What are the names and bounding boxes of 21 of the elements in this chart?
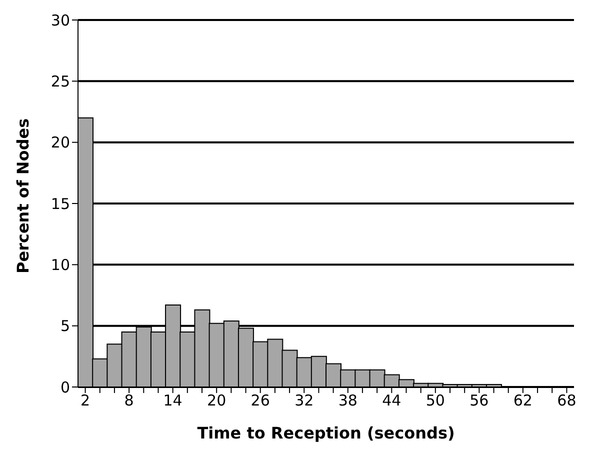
x-tick-label: 56 [470,392,489,410]
x-axis-title: Time to Reception (seconds) [197,423,455,442]
x-tick-label: 68 [557,392,576,410]
x-tick-label: 62 [513,392,532,410]
y-tick-label: 5 [60,317,70,336]
x-tick-label: 44 [382,392,402,410]
y-tick-label: 25 [50,72,70,90]
y-tick-label: 20 [50,134,70,152]
y-tick-label: 30 [50,11,70,30]
x-tick-label: 14 [163,392,182,410]
y-tick-label: 10 [50,256,70,274]
x-tick-label: 26 [250,392,270,410]
y-tick-label: 15 [50,194,70,213]
y-axis-title: Percent of Nodes [14,118,33,274]
x-tick-label: 32 [294,392,314,410]
x-tick-label: 2 [80,392,90,410]
x-tick-label: 8 [124,392,134,410]
x-tick-label: 38 [338,392,358,410]
x-tick-label: 50 [426,392,445,410]
x-tick-label: 20 [207,392,226,410]
y-tick-label: 0 [60,378,70,396]
